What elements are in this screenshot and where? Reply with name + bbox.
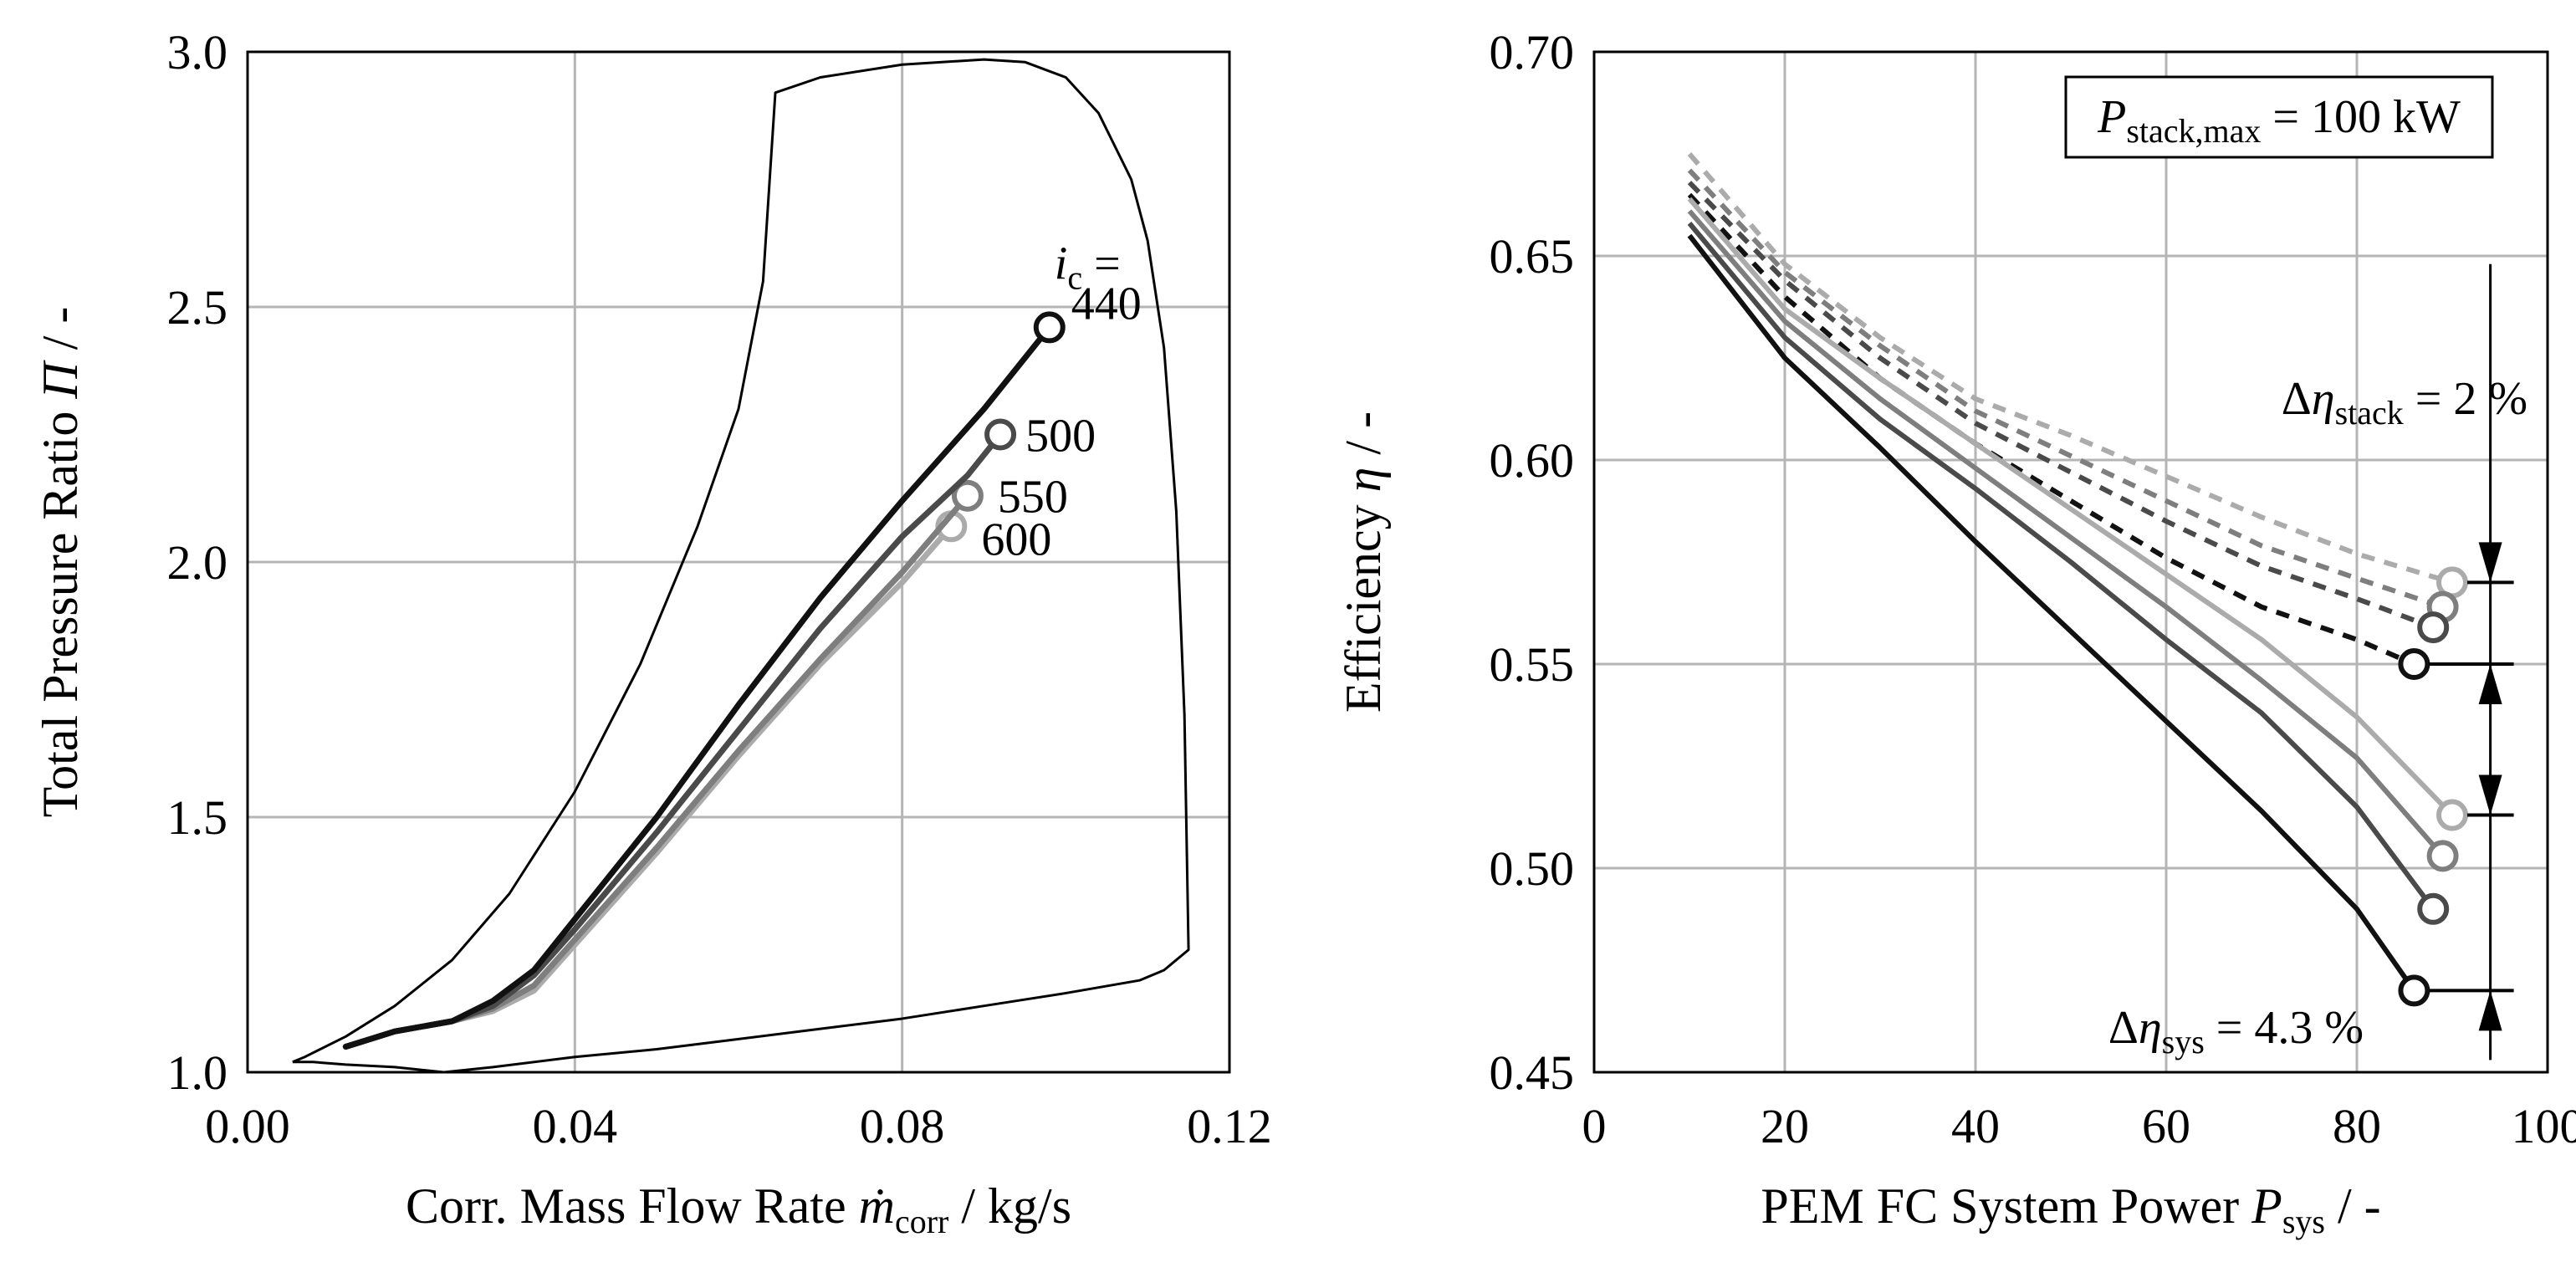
left-x-axis-title: Corr. Mass Flow Rate ṁcorr / kg/s	[406, 1178, 1071, 1240]
speed-label-prefix: ic =	[1055, 238, 1121, 296]
eff-line-system-500	[1687, 222, 2435, 911]
eff-line-stack-550	[1687, 168, 2444, 610]
eff-line-system-600	[1687, 197, 2455, 817]
left-y-axis-title: Total Pressure Ratio Π / -	[33, 307, 88, 818]
eff-line-stack-440	[1687, 192, 2415, 667]
delta-annotations	[2429, 263, 2514, 1061]
left-x-tick-label: 0.04	[533, 1099, 618, 1153]
right-plot-frame	[1592, 50, 2549, 1074]
right-grid	[1594, 52, 2548, 1072]
left-tick-labels: 0.00 0.04 0.08 0.12 1.0 1.5 2.0 2.5 3.0	[167, 25, 1272, 1153]
delta-arrowhead	[2478, 774, 2502, 815]
speed-label-600: 600	[981, 514, 1051, 565]
right-y-tick-label: 0.65	[1490, 229, 1575, 284]
speed-line-440	[342, 324, 1053, 1050]
delta-arrowhead	[2478, 664, 2502, 704]
speed-endpoint-440	[1033, 311, 1066, 344]
left-y-tick-label: 2.0	[167, 535, 228, 590]
delta-sys-label: Δηsys = 4.3 %	[2108, 1002, 2364, 1061]
compressor-map	[292, 58, 1190, 1074]
speed-label-440: 440	[1071, 278, 1142, 330]
eff-endpoint-system-440	[2398, 974, 2430, 1007]
eff-endpoint-stack-440	[2398, 648, 2430, 680]
delta-stack-label: Δηstack = 2 %	[2282, 373, 2527, 432]
right-y-tick-label: 0.60	[1490, 433, 1575, 488]
left-plot-frame	[246, 50, 1231, 1074]
right-x-tick-label: 20	[1761, 1099, 1809, 1153]
eff-endpoint-system-600	[2436, 799, 2468, 831]
right-x-tick-label: 100	[2512, 1099, 2576, 1153]
right-x-axis-title: PEM FC System Power Psys / -	[1761, 1178, 2380, 1240]
left-y-tick-label: 2.5	[167, 280, 228, 335]
legend-text: Pstack,max = 100 kW	[2097, 91, 2461, 150]
right-series	[1687, 152, 2468, 1007]
eff-line-system-550	[1687, 209, 2445, 858]
right-x-tick-label: 40	[1951, 1099, 2000, 1153]
left-x-tick-label: 0.08	[860, 1099, 945, 1153]
left-series	[342, 311, 1066, 1050]
right-y-tick-label: 0.70	[1490, 25, 1575, 79]
speed-label-550: 550	[998, 472, 1068, 524]
efficiency-chart: 0 20 40 60 80 100 0.45 0.50 0.55 0.60 0.65 0.70 Pst…	[1336, 25, 2576, 1240]
right-x-tick-label: 60	[2142, 1099, 2190, 1153]
eff-endpoint-stack-500	[2417, 611, 2450, 644]
pressure-ratio-chart: 0.00 0.04 0.08 0.12 1.0 1.5 2.0 2.5 3.0 440 500 55…	[33, 25, 1272, 1240]
eff-line-stack-600	[1687, 152, 2453, 585]
delta-arrowhead	[2478, 990, 2502, 1031]
speed-endpoint-550	[951, 479, 984, 512]
right-y-axis-title: Efficiency η / -	[1336, 411, 1391, 713]
left-y-tick-label: 1.0	[167, 1045, 228, 1100]
left-x-tick-label: 0.12	[1187, 1099, 1272, 1153]
eff-endpoint-system-500	[2417, 892, 2450, 925]
speed-line-550	[342, 493, 971, 1050]
legend-box	[2064, 75, 2494, 159]
map-boundary-line	[292, 58, 1190, 1074]
left-y-tick-label: 3.0	[167, 25, 228, 79]
right-tick-labels: 0 20 40 60 80 100 0.45 0.50 0.55 0.60 0.65 0.70	[1490, 25, 2576, 1153]
right-y-tick-label: 0.45	[1490, 1045, 1575, 1100]
eff-line-stack-500	[1687, 181, 2435, 630]
delta-arrowhead	[2478, 542, 2502, 583]
eff-endpoint-system-550	[2426, 840, 2459, 872]
left-y-tick-label: 1.5	[167, 790, 228, 845]
speed-line-600	[342, 523, 954, 1050]
speed-endpoint-500	[984, 418, 1017, 451]
right-y-tick-label: 0.50	[1490, 841, 1575, 896]
speed-label-500: 500	[1025, 411, 1096, 463]
left-grid	[248, 52, 1229, 1072]
right-x-tick-label: 0	[1582, 1099, 1607, 1153]
right-x-tick-label: 80	[2333, 1099, 2381, 1153]
right-y-tick-label: 0.55	[1490, 637, 1575, 692]
eff-line-system-440	[1687, 233, 2416, 993]
left-x-tick-label: 0.00	[205, 1099, 290, 1153]
